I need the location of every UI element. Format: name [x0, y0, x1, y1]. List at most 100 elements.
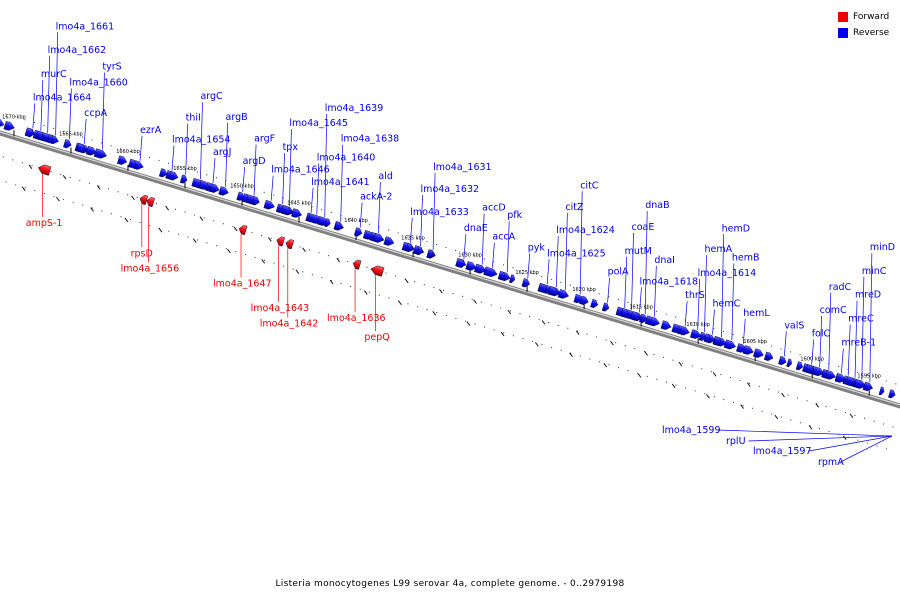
reverse-gene-label: ackA-2 [360, 192, 392, 203]
reverse-gene-label: lmo4a_1664 [33, 92, 91, 103]
reverse-gene-arrow [236, 191, 245, 201]
axis-line [0, 130, 900, 409]
reverse-gene-arrow [93, 148, 107, 159]
tick-label: 1635 kbp [401, 235, 425, 241]
reverse-gene-label: folC [812, 329, 831, 340]
tick-label: 1595 kbp [857, 374, 881, 380]
tick-label: 1640 kbp [344, 218, 368, 224]
reverse-gene-label: lmo4a_1632 [421, 184, 480, 195]
guide-dash [336, 257, 341, 263]
leader-line [40, 79, 44, 131]
guide-dash [432, 311, 437, 316]
tick-label: 1655 kbp [173, 166, 197, 172]
leader-line [68, 88, 72, 140]
leader-line [83, 118, 87, 144]
leader-line [316, 163, 320, 215]
leader-line [731, 263, 735, 341]
reverse-gene-label: thiI [186, 113, 201, 124]
tick-label: 1615 kbp [629, 304, 653, 310]
guide-dash [815, 403, 820, 408]
reverse-gene-arrow [786, 358, 792, 368]
reverse-gene-label: lmo4a_1624 [556, 225, 615, 236]
reverse-gene-label: lmo4a_1638 [341, 134, 400, 145]
leader-line [359, 202, 363, 228]
reverse-gene-arrow [671, 323, 681, 333]
tick-label: 1645 kbp [287, 201, 311, 207]
reverse-gene-arrow [241, 193, 249, 203]
reverse-gene-label: lmo4a_1661 [56, 21, 115, 32]
guide-dash [507, 309, 512, 315]
reverse-gene-arrow [630, 311, 641, 321]
reverse-gene-label: lmo4a_1645 [289, 118, 348, 129]
reverse-gene-arrow [644, 315, 660, 327]
leader-line [783, 331, 787, 357]
leader-line [808, 435, 893, 452]
reverse-swatch [838, 28, 848, 38]
guide-dash [192, 238, 197, 243]
reverse-gene-arrow [579, 295, 589, 305]
reverse-gene-label: argC [200, 91, 223, 102]
leader-line [717, 429, 893, 437]
reverse-gene-arrow [372, 233, 385, 243]
reverse-gene-arrow [795, 361, 804, 371]
leader-line [644, 211, 648, 315]
forward-gene-arrow [371, 265, 385, 277]
reverse-gene-arrow [280, 205, 292, 215]
reverse-gene-label: citZ [565, 202, 584, 213]
guide-dash [706, 394, 710, 399]
reverse-gene-arrow [362, 230, 374, 240]
reverse-gene-label: hemB [732, 252, 760, 263]
reverse-gene-label: polA [608, 267, 629, 278]
leader-line [253, 144, 257, 196]
forward-gene-arrow [285, 239, 295, 250]
reverse-gene-label: citC [580, 180, 599, 191]
leader-line [742, 318, 746, 344]
forward-swatch [838, 12, 848, 22]
reverse-gene-arrow [878, 386, 885, 396]
reverse-gene-label: argF [254, 133, 275, 144]
reverse-gene-arrow [723, 339, 736, 350]
tick-label: 1620 kbp [572, 287, 596, 293]
leader-line [225, 122, 228, 187]
reverse-gene-label: mreB-1 [841, 338, 876, 349]
leader-line [861, 276, 865, 380]
guide-dash [268, 237, 272, 242]
reverse-gene-label: argD [243, 156, 266, 167]
guide-dash [90, 207, 94, 212]
reverse-gene-arrow [383, 236, 395, 246]
tick-label: 1650 kbp [230, 183, 254, 189]
guide-dash [712, 372, 717, 377]
tick-label: 1630 kbp [458, 253, 482, 259]
leader-line [721, 234, 724, 338]
leader-line [704, 255, 707, 333]
reverse-gene-label: pyk [528, 242, 546, 253]
leader-line [270, 175, 274, 201]
forward-gene-label: lmo4a_1636 [327, 313, 386, 324]
guide-dash [124, 217, 129, 223]
reverse-gene-arrow [638, 313, 648, 323]
reverse-gene-arrow [590, 298, 599, 309]
reverse-gene-arrow [465, 261, 477, 271]
leader-line [310, 187, 314, 213]
reverse-gene-label: mreD [855, 290, 881, 301]
leader-line [463, 234, 467, 260]
reverse-gene-label: hemA [705, 244, 733, 255]
tick-label: 1660 kbp [116, 149, 140, 155]
guide-dash [329, 279, 334, 285]
forward-gene-label: pepQ [364, 332, 389, 343]
guide-dash [62, 174, 67, 180]
reverse-gene-arrow [557, 289, 570, 299]
gene-labels: lmo4a_1664 murC lmo4a_1662 lmo4a_1661 lmo4a_… [26, 21, 895, 468]
legend-label-reverse: Reverse [853, 28, 890, 38]
forward-gene-label: lmo4a_1643 [251, 303, 310, 314]
legend-item-reverse: Reverse [838, 25, 889, 41]
guide-dash [644, 351, 648, 356]
leader-line [847, 324, 851, 376]
reverse-gene-arrow [209, 183, 220, 193]
tick-label: 1605 kbp [743, 339, 767, 345]
reverse-gene-label: hemL [743, 308, 770, 319]
reverse-gene-label: minD [870, 242, 895, 253]
reverse-gene-arrow [334, 221, 341, 231]
guide-dash [261, 259, 266, 264]
